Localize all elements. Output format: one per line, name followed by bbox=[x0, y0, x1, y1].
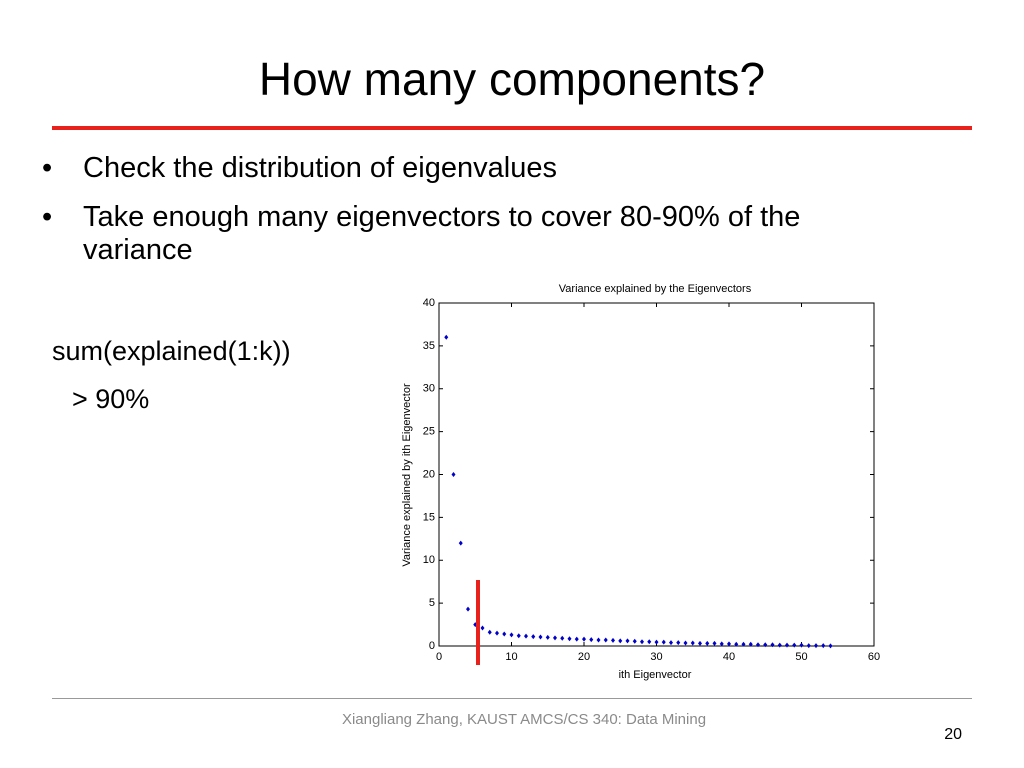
bullet-list: Check the distribution of eigenvalues Ta… bbox=[40, 152, 940, 283]
point bbox=[698, 640, 702, 646]
point bbox=[516, 633, 521, 639]
point bbox=[632, 638, 637, 644]
footer-rule bbox=[52, 698, 972, 699]
y-tick-label: 15 bbox=[423, 511, 435, 523]
point bbox=[719, 641, 724, 647]
y-tick-label: 0 bbox=[429, 640, 435, 652]
chart: Variance explained by the Eigenvectors i… bbox=[401, 283, 880, 681]
point bbox=[618, 638, 623, 644]
x-tick-label: 10 bbox=[505, 651, 517, 663]
slide-title: How many components? bbox=[258, 53, 766, 105]
title-rule bbox=[52, 126, 972, 130]
point bbox=[683, 640, 688, 646]
point bbox=[814, 643, 818, 649]
point bbox=[560, 635, 565, 641]
point bbox=[690, 640, 695, 646]
point bbox=[741, 641, 746, 647]
point bbox=[545, 634, 550, 640]
point bbox=[603, 637, 608, 643]
x-tick-label: 40 bbox=[723, 651, 735, 663]
point bbox=[647, 639, 652, 645]
point bbox=[828, 643, 833, 649]
point bbox=[451, 472, 456, 477]
x-tick-label: 0 bbox=[436, 651, 442, 663]
point bbox=[466, 606, 470, 612]
y-tick-label: 25 bbox=[423, 426, 435, 438]
point bbox=[589, 637, 594, 643]
point bbox=[596, 637, 601, 643]
point bbox=[785, 642, 789, 648]
point bbox=[487, 629, 492, 635]
point bbox=[640, 639, 644, 645]
formula: sum(explained(1:k)) bbox=[52, 336, 291, 366]
plot-frame bbox=[438, 302, 875, 647]
point bbox=[538, 634, 543, 640]
y-tick-label: 5 bbox=[429, 597, 435, 609]
point bbox=[553, 635, 557, 641]
x-tick-label: 50 bbox=[795, 651, 807, 663]
point bbox=[777, 642, 782, 648]
point bbox=[509, 632, 514, 638]
point bbox=[531, 634, 536, 640]
point bbox=[799, 642, 804, 648]
point bbox=[458, 540, 463, 546]
y-tick-label: 35 bbox=[423, 340, 435, 352]
footer: Xiangliang Zhang, KAUST AMCS/CS 340: Dat… bbox=[341, 711, 707, 728]
point bbox=[705, 640, 710, 646]
bullet: Take enough many eigenvectors to cover 8… bbox=[40, 201, 913, 267]
point bbox=[669, 640, 673, 646]
page-number: 20 bbox=[944, 726, 962, 743]
formula: > 90% bbox=[72, 384, 150, 414]
x-tick-label: 30 bbox=[650, 651, 662, 663]
point bbox=[495, 630, 499, 636]
point bbox=[748, 641, 753, 647]
point bbox=[611, 637, 615, 643]
point bbox=[574, 636, 579, 642]
y-tick-label: 20 bbox=[423, 468, 435, 480]
x-tick-label: 20 bbox=[578, 651, 590, 663]
point bbox=[763, 642, 768, 648]
y-axis-label: Variance explained by ith Eigenvector bbox=[401, 383, 413, 567]
point bbox=[770, 642, 775, 648]
point bbox=[625, 638, 630, 644]
point bbox=[821, 643, 826, 649]
point bbox=[567, 636, 572, 642]
point bbox=[756, 642, 760, 648]
point bbox=[792, 642, 797, 648]
point bbox=[524, 633, 528, 639]
y-tick-label: 30 bbox=[423, 383, 435, 395]
point bbox=[734, 641, 739, 647]
point bbox=[727, 641, 731, 647]
point bbox=[806, 643, 811, 649]
y-tick-label: 40 bbox=[423, 297, 435, 309]
chart-title: Variance explained by the Eigenvectors bbox=[559, 283, 752, 295]
point bbox=[676, 640, 681, 646]
point bbox=[712, 640, 717, 646]
point bbox=[654, 639, 659, 645]
point bbox=[444, 334, 449, 340]
point bbox=[502, 631, 507, 637]
bullet: Check the distribution of eigenvalues bbox=[40, 152, 940, 185]
point bbox=[480, 625, 485, 631]
point bbox=[582, 636, 586, 642]
y-tick-label: 10 bbox=[423, 554, 435, 566]
x-tick-label: 60 bbox=[868, 651, 880, 663]
point bbox=[661, 639, 666, 645]
x-axis-label: ith Eigenvector bbox=[619, 669, 692, 681]
